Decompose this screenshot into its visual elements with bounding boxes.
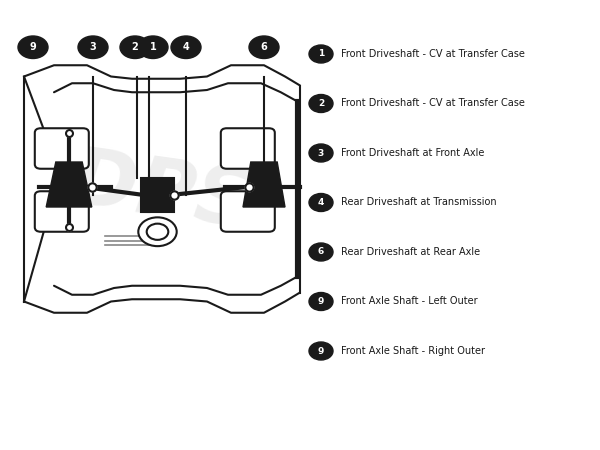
- FancyBboxPatch shape: [221, 191, 275, 232]
- Text: Front Axle Shaft - Left Outer: Front Axle Shaft - Left Outer: [341, 297, 478, 306]
- Circle shape: [139, 217, 176, 246]
- Text: 4: 4: [182, 42, 190, 52]
- Circle shape: [18, 36, 48, 58]
- Text: Front Axle Shaft - Right Outer: Front Axle Shaft - Right Outer: [341, 346, 485, 356]
- FancyBboxPatch shape: [221, 128, 275, 169]
- Text: 9: 9: [318, 346, 324, 356]
- Circle shape: [146, 224, 168, 240]
- Text: 2: 2: [318, 99, 324, 108]
- Text: Rear Driveshaft at Transmission: Rear Driveshaft at Transmission: [341, 198, 496, 207]
- Text: Front Driveshaft - CV at Transfer Case: Front Driveshaft - CV at Transfer Case: [341, 99, 524, 108]
- Text: 2: 2: [131, 42, 139, 52]
- Circle shape: [309, 45, 333, 63]
- Text: 9: 9: [318, 297, 324, 306]
- Circle shape: [78, 36, 108, 58]
- Text: 4: 4: [318, 198, 324, 207]
- FancyBboxPatch shape: [35, 128, 89, 169]
- Circle shape: [309, 243, 333, 261]
- Text: Front Driveshaft at Front Axle: Front Driveshaft at Front Axle: [341, 148, 484, 158]
- Circle shape: [309, 292, 333, 310]
- Text: 1: 1: [318, 50, 324, 58]
- Circle shape: [138, 36, 168, 58]
- Text: DPS: DPS: [65, 142, 259, 245]
- Polygon shape: [46, 162, 92, 207]
- Text: Front Driveshaft - CV at Transfer Case: Front Driveshaft - CV at Transfer Case: [341, 49, 524, 59]
- Polygon shape: [243, 162, 285, 207]
- Circle shape: [309, 94, 333, 112]
- Circle shape: [120, 36, 150, 58]
- Text: 6: 6: [260, 42, 268, 52]
- Text: 3: 3: [89, 42, 97, 52]
- FancyBboxPatch shape: [141, 178, 174, 211]
- Text: 3: 3: [318, 148, 324, 157]
- Text: 6: 6: [318, 248, 324, 256]
- Circle shape: [249, 36, 279, 58]
- Text: Rear Driveshaft at Rear Axle: Rear Driveshaft at Rear Axle: [341, 247, 480, 257]
- Text: 9: 9: [29, 42, 37, 52]
- Circle shape: [309, 342, 333, 360]
- Circle shape: [171, 36, 201, 58]
- Circle shape: [309, 194, 333, 212]
- Text: 1: 1: [149, 42, 157, 52]
- FancyBboxPatch shape: [35, 191, 89, 232]
- Circle shape: [309, 144, 333, 162]
